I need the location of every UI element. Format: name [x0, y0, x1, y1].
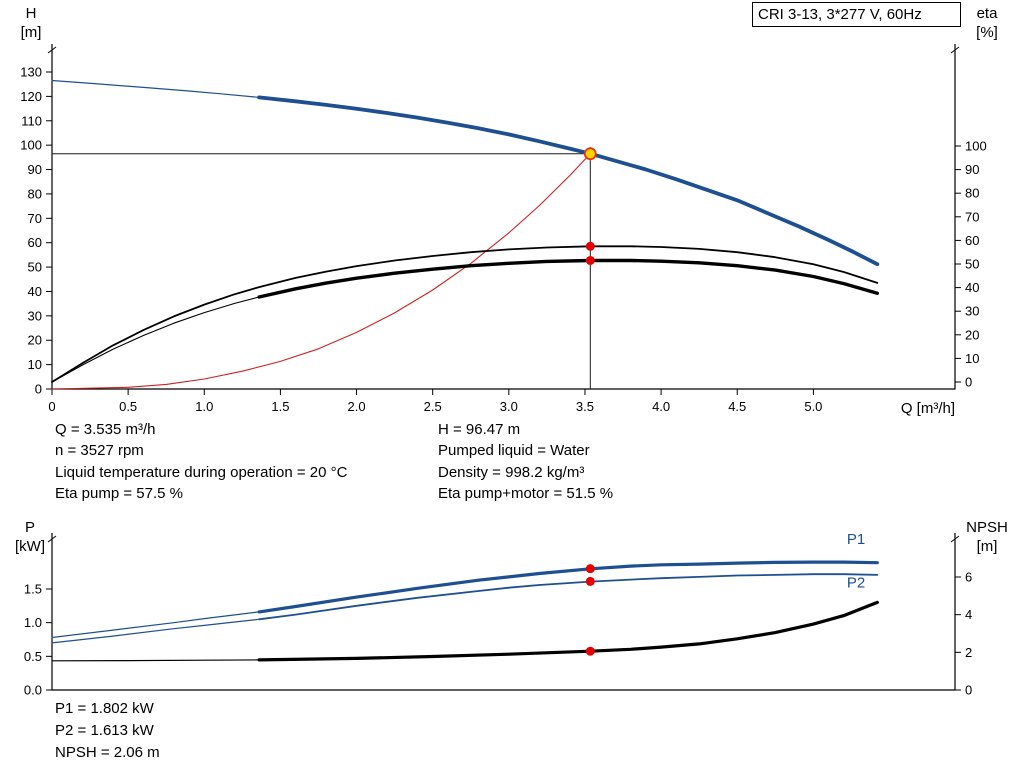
p-axis-title-line2: [kW] — [15, 538, 45, 555]
npsh-axis-title-line2: [m] — [976, 538, 998, 555]
svg-text:0.5: 0.5 — [24, 649, 42, 664]
p1-dot — [585, 564, 595, 574]
curve-eta-pump-motor — [257, 258, 879, 299]
p2-dot — [585, 576, 595, 586]
curve-qh-curve-thin — [51, 79, 260, 99]
svg-text:3.0: 3.0 — [500, 399, 518, 414]
curve-eta-pump — [51, 245, 879, 383]
x-axis-label: Q [m³/h] — [901, 400, 955, 417]
svg-text:20: 20 — [28, 333, 42, 348]
svg-text:1.0: 1.0 — [195, 399, 213, 414]
svg-text:100: 100 — [965, 139, 987, 154]
curve-p1-thin — [51, 611, 260, 639]
curve-p1 — [257, 560, 879, 614]
eta-pump-value: Eta pump = 57.5 % — [55, 485, 183, 503]
eta-pump-dot — [585, 241, 595, 251]
svg-text:0: 0 — [48, 399, 55, 414]
svg-text:100: 100 — [20, 138, 42, 153]
svg-text:4.0: 4.0 — [652, 399, 670, 414]
curve-npsh — [257, 600, 879, 662]
curve-label-p1: P1 — [847, 531, 865, 548]
svg-text:0.0: 0.0 — [24, 683, 42, 698]
eta-pump-motor-dot — [585, 255, 595, 265]
svg-text:4.5: 4.5 — [728, 399, 746, 414]
duty-point — [583, 147, 597, 161]
h-axis-title-line1: H — [25, 5, 37, 22]
operating-data-left: Q = 3.535 m³/h n = 3527 rpm Liquid tempe… — [55, 419, 347, 505]
qh-eta-chart: 0 10 20 30 40 50 60 70 80 90 100 110 120 130 0 10 20 30 40… — [20, 44, 987, 417]
svg-text:120: 120 — [20, 89, 42, 104]
svg-text:80: 80 — [28, 186, 42, 201]
eta-axis-title: eta [%] — [963, 4, 1011, 42]
npsh-dot — [585, 646, 595, 656]
svg-text:6: 6 — [965, 570, 972, 585]
chart-title-box: CRI 3-13, 3*277 V, 60Hz — [752, 2, 961, 27]
p-axis-title-line1: P — [24, 519, 35, 536]
svg-text:30: 30 — [28, 308, 42, 323]
svg-text:40: 40 — [28, 284, 42, 299]
svg-text:40: 40 — [965, 280, 979, 295]
svg-text:60: 60 — [28, 235, 42, 250]
curve-eta-pump-motor-thin — [51, 296, 260, 383]
curve-label-p2: P2 — [847, 575, 865, 592]
npsh-value: NPSH = 2.06 m — [55, 744, 160, 761]
eta-axis-title-line2: [%] — [976, 24, 998, 41]
svg-text:1.5: 1.5 — [24, 582, 42, 597]
svg-text:70: 70 — [965, 209, 979, 224]
density-value: Density = 998.2 kg/m³ — [438, 463, 585, 481]
curve-p2-thin — [51, 618, 260, 644]
svg-text:130: 130 — [20, 65, 42, 80]
svg-text:0.5: 0.5 — [119, 399, 137, 414]
h-axis-title-line2: [m] — [20, 24, 42, 41]
svg-text:4: 4 — [965, 607, 972, 622]
speed-value: n = 3527 rpm — [55, 442, 144, 460]
pumped-liquid-value: Pumped liquid = Water — [438, 442, 590, 460]
svg-text:80: 80 — [965, 186, 979, 201]
svg-text:50: 50 — [28, 260, 42, 275]
svg-text:1.5: 1.5 — [271, 399, 289, 414]
curve-npsh-thin — [51, 659, 260, 662]
p2-value: P2 = 1.613 kW — [55, 722, 154, 739]
svg-text:0: 0 — [965, 683, 972, 698]
liquid-temperature-value: Liquid temperature during operation = 20… — [55, 463, 348, 481]
curve-p2 — [258, 573, 879, 621]
eta-axis-title-line1: eta — [976, 5, 998, 22]
svg-text:70: 70 — [28, 211, 42, 226]
head-value: H = 96.47 m — [438, 421, 521, 438]
svg-text:60: 60 — [965, 233, 979, 248]
curve-system-curve — [51, 153, 591, 390]
svg-text:0: 0 — [35, 382, 42, 397]
svg-text:10: 10 — [28, 357, 42, 372]
svg-text:2: 2 — [965, 645, 972, 660]
p-axis-title: P [kW] — [6, 518, 54, 556]
svg-text:0: 0 — [965, 375, 972, 390]
curve-qh-curve — [257, 95, 880, 267]
svg-text:2.5: 2.5 — [424, 399, 442, 414]
svg-text:90: 90 — [28, 162, 42, 177]
flow-value: Q = 3.535 m³/h — [55, 421, 156, 438]
svg-text:20: 20 — [965, 327, 979, 342]
npsh-axis-title-line1: NPSH — [966, 519, 1008, 536]
svg-text:110: 110 — [21, 113, 42, 128]
svg-text:3.5: 3.5 — [576, 399, 594, 414]
svg-text:5.0: 5.0 — [804, 399, 822, 414]
operating-data-right: H = 96.47 m Pumped liquid = Water Densit… — [438, 419, 613, 505]
svg-text:50: 50 — [965, 257, 979, 272]
power-npsh-data: P1 = 1.802 kW P2 = 1.613 kW NPSH = 2.06 … — [55, 698, 160, 764]
svg-text:30: 30 — [965, 304, 979, 319]
svg-text:1.0: 1.0 — [24, 615, 42, 630]
svg-text:10: 10 — [965, 351, 979, 366]
p-npsh-chart: 0.0 0.5 1.0 1.5 0 2 4 6 P1 P2 — [24, 531, 972, 698]
npsh-axis-title: NPSH [m] — [956, 518, 1018, 556]
svg-text:90: 90 — [965, 162, 979, 177]
p1-value: P1 = 1.802 kW — [55, 700, 154, 717]
h-axis-title: H [m] — [10, 4, 52, 42]
eta-pump-motor-value: Eta pump+motor = 51.5 % — [438, 485, 614, 503]
svg-text:2.0: 2.0 — [348, 399, 366, 414]
